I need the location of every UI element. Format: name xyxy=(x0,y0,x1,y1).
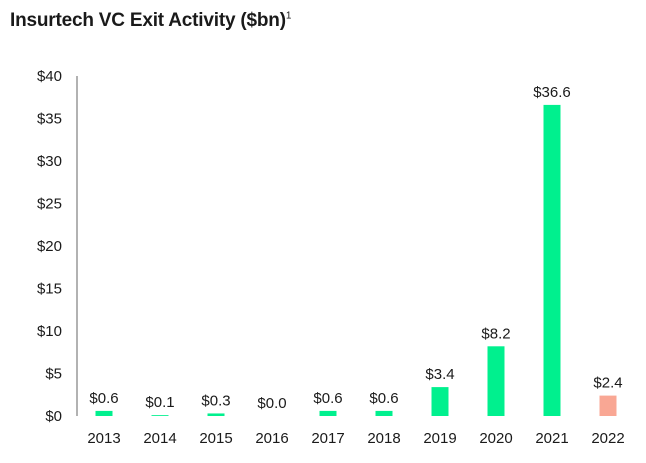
bar-2017 xyxy=(319,410,337,416)
bar-2021 xyxy=(543,104,561,417)
chart-title-text: Insurtech VC Exit Activity ($bn) xyxy=(10,10,286,31)
x-tick-label-2017: 2017 xyxy=(311,430,344,447)
y-tick-label: $10 xyxy=(37,323,62,340)
data-label-2013: $0.6 xyxy=(89,390,118,407)
y-tick-label: $25 xyxy=(37,196,62,213)
x-tick-label-2020: 2020 xyxy=(479,430,512,447)
x-tick-label-2019: 2019 xyxy=(423,430,456,447)
x-tick-label-2015: 2015 xyxy=(199,430,232,447)
chart-title: Insurtech VC Exit Activity ($bn)1 xyxy=(10,10,291,32)
bar-2019 xyxy=(431,387,449,416)
bar-2015 xyxy=(207,413,225,416)
bar-2013 xyxy=(95,410,113,416)
y-tick-label: $5 xyxy=(45,366,62,383)
data-label-2020: $8.2 xyxy=(481,325,510,342)
x-tick-label-2016: 2016 xyxy=(255,430,288,447)
data-label-2017: $0.6 xyxy=(313,390,342,407)
x-tick-label-2022: 2022 xyxy=(591,430,624,447)
data-label-2015: $0.3 xyxy=(201,392,230,409)
bar-2020 xyxy=(487,346,505,416)
bar-2018 xyxy=(375,410,393,416)
y-tick-label: $40 xyxy=(37,68,62,85)
data-label-2018: $0.6 xyxy=(369,390,398,407)
y-tick-label: $15 xyxy=(37,281,62,298)
x-tick-label-2013: 2013 xyxy=(87,430,120,447)
x-tick-label-2018: 2018 xyxy=(367,430,400,447)
y-tick-label: $30 xyxy=(37,153,62,170)
data-label-2019: $3.4 xyxy=(425,366,454,383)
data-label-2021: $36.6 xyxy=(533,84,571,101)
x-tick-label-2014: 2014 xyxy=(143,430,176,447)
y-tick-label: $0 xyxy=(45,408,62,425)
data-label-2014: $0.1 xyxy=(145,394,174,411)
y-tick-label: $35 xyxy=(37,111,62,128)
data-label-2016: $0.0 xyxy=(257,395,286,412)
bar-2022 xyxy=(599,395,617,416)
y-tick-label: $20 xyxy=(37,238,62,255)
bar-2014 xyxy=(151,415,169,416)
data-label-2022: $2.4 xyxy=(593,375,622,392)
title-footnote-marker: 1 xyxy=(285,10,292,22)
x-tick-label-2021: 2021 xyxy=(535,430,568,447)
